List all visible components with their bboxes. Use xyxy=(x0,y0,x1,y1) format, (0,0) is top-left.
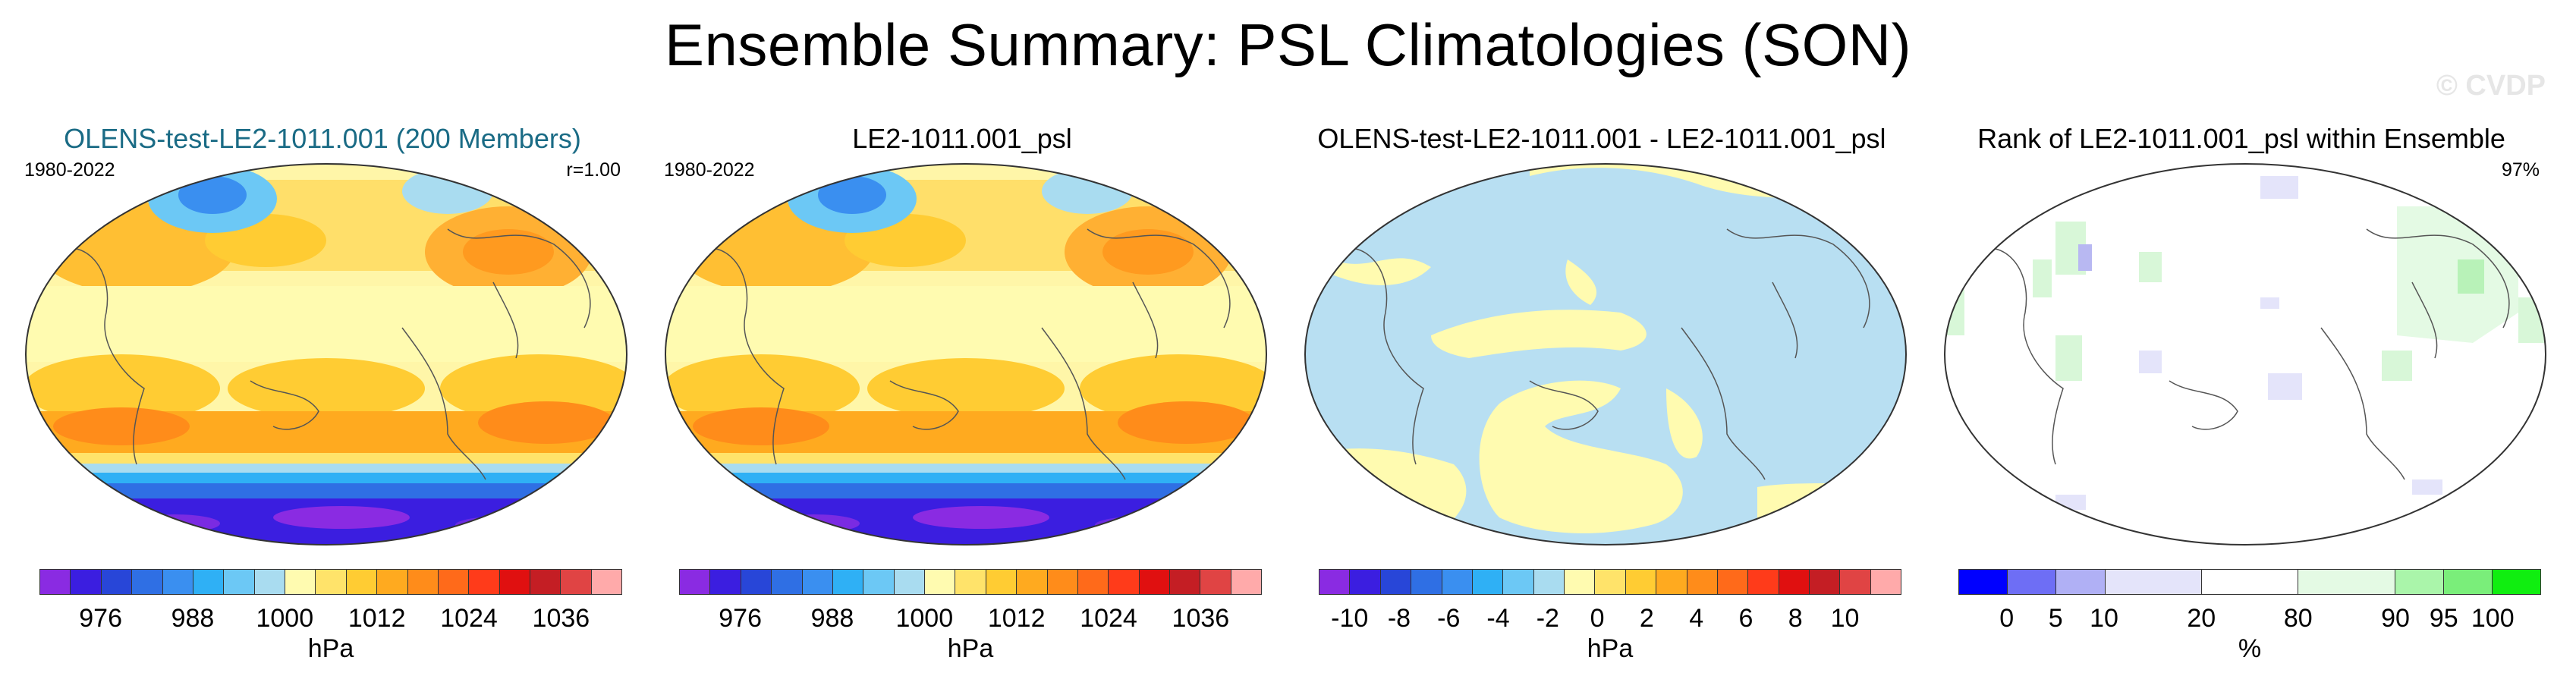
colorbar-tick: 1012 xyxy=(348,604,406,633)
colorbar: 976 988 1000 1012 1024 1036 hPa xyxy=(39,569,622,671)
colorbar-tick: 6 xyxy=(1738,604,1754,633)
colorbar-tick: 1036 xyxy=(1172,604,1230,633)
colorbar-tick: 5 xyxy=(2048,604,2063,633)
period-label: 1980-2022 xyxy=(24,159,115,181)
colorbar-tick: 1012 xyxy=(987,604,1046,633)
panel-title: OLENS-test-LE2-1011.001 - LE2-1011.001_p… xyxy=(1317,123,1886,154)
period-label: 1980-2022 xyxy=(664,159,755,181)
colorbar-tick: -8 xyxy=(1387,604,1411,633)
colorbar-swatches xyxy=(679,569,1262,595)
colorbar-tick: 90 xyxy=(2381,604,2410,633)
correlation-label: r=1.00 xyxy=(566,159,621,181)
colorbar-swatches xyxy=(1958,569,2541,595)
rank-map xyxy=(1944,163,2546,546)
colorbar-tick: -2 xyxy=(1536,604,1559,633)
colorbar-swatches xyxy=(39,569,622,595)
colorbar-tick: 0 xyxy=(1590,604,1605,633)
colorbar-tick: 1036 xyxy=(532,604,590,633)
colorbar-tick: 988 xyxy=(810,604,854,633)
figure-title: Ensemble Summary: PSL Climatologies (SON… xyxy=(664,11,1912,78)
colorbar-tick: 10 xyxy=(2090,604,2118,633)
psl-map xyxy=(665,163,1267,546)
colorbar-tick: 2 xyxy=(1639,604,1654,633)
panel-difference: OLENS-test-LE2-1011.001 - LE2-1011.001_p… xyxy=(1287,121,1917,676)
colorbar-tick: 976 xyxy=(79,604,122,633)
colorbar-unit: hPa xyxy=(1587,634,1634,663)
colorbar-tick: 10 xyxy=(1830,604,1860,633)
colorbar-tick: 976 xyxy=(719,604,762,633)
colorbar-tick: 4 xyxy=(1689,604,1704,633)
panel-ensemble-mean: OLENS-test-LE2-1011.001 (200 Members) 19… xyxy=(8,121,637,676)
colorbar-tick: 95 xyxy=(2429,604,2458,633)
colorbar-unit: % xyxy=(2238,634,2262,663)
colorbar-tick: 1000 xyxy=(895,604,954,633)
colorbar-tick: 8 xyxy=(1788,604,1803,633)
colorbar-tick: 20 xyxy=(2187,604,2216,633)
colorbar-tick: -4 xyxy=(1486,604,1510,633)
psl-map xyxy=(25,163,627,546)
colorbar-tick: -6 xyxy=(1437,604,1461,633)
panel-rank: Rank of LE2-1011.001_psl within Ensemble… xyxy=(1926,121,2556,676)
colorbar-unit: hPa xyxy=(307,634,354,663)
colorbar-swatches xyxy=(1319,569,1901,595)
colorbar-tick: -10 xyxy=(1331,604,1369,633)
colorbar-tick: 80 xyxy=(2283,604,2313,633)
colorbar: 0 5 10 20 80 90 95 100 % xyxy=(1958,569,2541,671)
watermark: © CVDP xyxy=(2436,70,2546,102)
difference-map xyxy=(1304,163,1907,546)
rank-percent-label: 97% xyxy=(2501,159,2540,181)
colorbar-tick: 988 xyxy=(171,604,215,633)
panel-title: LE2-1011.001_psl xyxy=(852,123,1072,154)
colorbar: 976 988 1000 1012 1024 1036 hPa xyxy=(679,569,1262,671)
colorbar-tick: 1024 xyxy=(1080,604,1137,633)
colorbar-tick: 0 xyxy=(1999,604,2015,633)
panel-title: Rank of LE2-1011.001_psl within Ensemble xyxy=(1977,123,2505,154)
colorbar-tick: 100 xyxy=(2471,604,2515,633)
panel-observed: LE2-1011.001_psl 1980-2022 xyxy=(647,121,1277,676)
panel-title: OLENS-test-LE2-1011.001 (200 Members) xyxy=(64,123,581,154)
colorbar-tick: 1024 xyxy=(440,604,498,633)
colorbar-tick: 1000 xyxy=(256,604,314,633)
colorbar: -10 -8 -6 -4 -2 0 2 4 6 8 10 hPa xyxy=(1319,569,1901,671)
colorbar-unit: hPa xyxy=(947,634,994,663)
